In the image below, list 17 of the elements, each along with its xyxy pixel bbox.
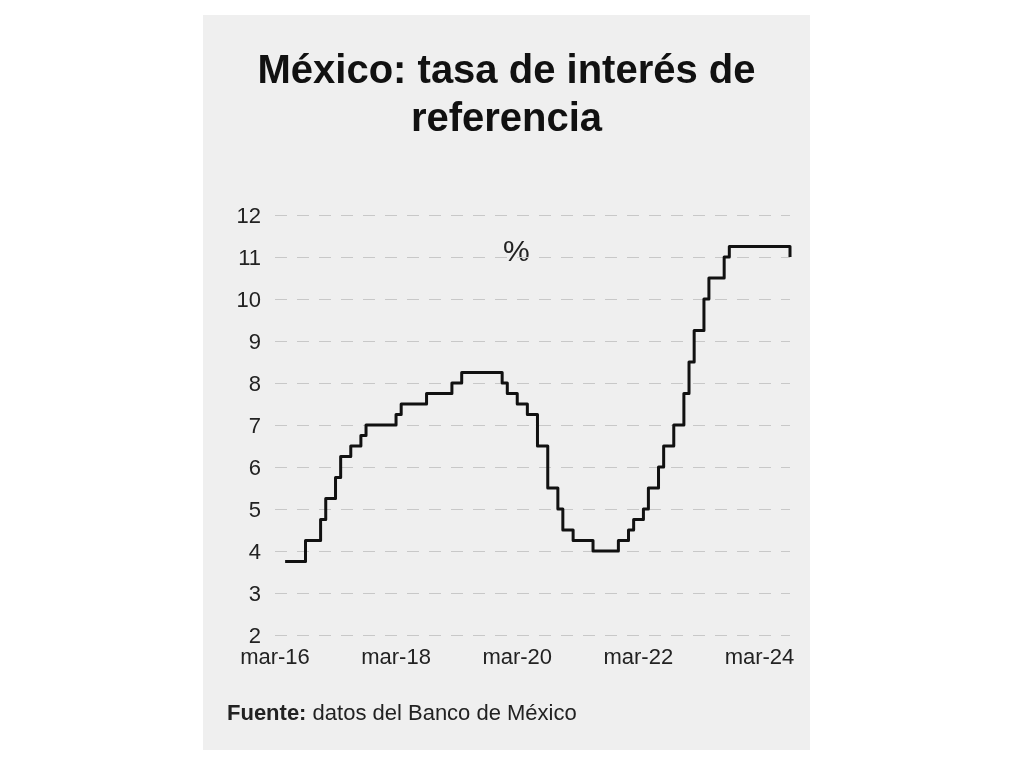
chart-title: México: tasa de interés de referencia: [256, 46, 757, 141]
x-tick-label: mar-18: [361, 643, 431, 669]
y-tick-label: 4: [248, 538, 261, 564]
source-note: Fuente: datos del Banco de México: [227, 700, 577, 726]
y-tick-label: 12: [236, 202, 261, 228]
y-axis-title: %: [503, 233, 530, 267]
y-tick-label: 5: [248, 496, 261, 522]
y-tick-label: 11: [238, 244, 261, 270]
y-tick-label: 9: [248, 328, 261, 354]
y-tick-label: 6: [248, 454, 261, 480]
y-tick-label: 3: [248, 580, 261, 606]
y-tick-label: 8: [248, 370, 261, 396]
y-tick-label: 10: [236, 286, 261, 312]
x-tick-label: mar-24: [724, 643, 795, 669]
x-tick-label: mar-20: [482, 643, 553, 669]
y-tick-label: 7: [248, 412, 261, 438]
x-tick-label: mar-22: [603, 643, 674, 669]
